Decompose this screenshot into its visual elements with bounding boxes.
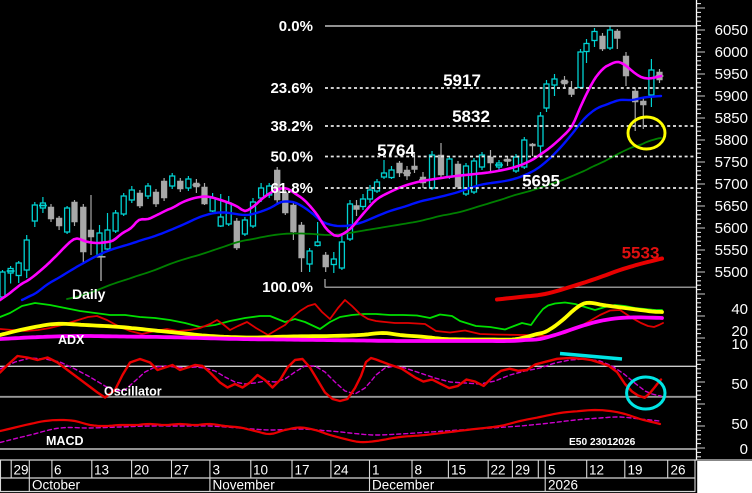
svg-text:5700: 5700 [715,176,748,193]
svg-text:22: 22 [491,463,506,478]
svg-text:6: 6 [54,463,62,478]
svg-text:0.0%: 0.0% [279,18,313,35]
svg-text:November: November [213,478,276,493]
svg-text:E50 23012026: E50 23012026 [569,437,636,448]
svg-text:2026: 2026 [548,478,578,493]
svg-text:5832: 5832 [452,107,490,126]
svg-text:1: 1 [372,463,380,478]
svg-text:5764: 5764 [377,141,415,160]
svg-text:3: 3 [213,463,221,478]
svg-text:61.8%: 61.8% [270,180,313,197]
svg-text:40: 40 [731,301,748,318]
svg-text:12: 12 [589,463,604,478]
svg-text:5900: 5900 [715,88,748,105]
svg-text:23.6%: 23.6% [270,80,313,97]
svg-text:50: 50 [731,376,748,393]
svg-text:50: 50 [731,416,748,433]
svg-text:5750: 5750 [715,154,748,171]
svg-text:5950: 5950 [715,66,748,83]
svg-text:27: 27 [174,463,189,478]
svg-text:15: 15 [451,463,466,478]
svg-text:5800: 5800 [715,132,748,149]
svg-text:MACD: MACD [46,434,84,448]
svg-text:5: 5 [548,463,556,478]
svg-text:19: 19 [628,463,643,478]
svg-text:5917: 5917 [443,71,481,90]
svg-text:24: 24 [334,463,350,478]
svg-text:20: 20 [731,323,748,340]
svg-text:5695: 5695 [522,172,560,191]
svg-text:38.2%: 38.2% [270,118,313,135]
svg-text:6050: 6050 [715,22,748,39]
svg-text:5550: 5550 [715,242,748,259]
svg-text:ADX: ADX [58,333,85,347]
svg-text:Daily: Daily [72,286,106,302]
svg-text:5500: 5500 [715,264,748,281]
svg-text:0: 0 [740,441,748,458]
svg-text:20: 20 [134,463,149,478]
svg-text:8: 8 [415,463,423,478]
svg-text:10: 10 [253,463,268,478]
svg-text:17: 17 [295,463,310,478]
svg-text:5600: 5600 [715,220,748,237]
svg-text:26: 26 [671,463,686,478]
svg-text:October: October [32,478,81,493]
svg-text:13: 13 [94,463,109,478]
svg-text:29: 29 [515,463,530,478]
svg-text:5533: 5533 [622,244,660,263]
svg-text:6000: 6000 [715,44,748,61]
svg-text:5650: 5650 [715,198,748,215]
svg-text:100.0%: 100.0% [262,279,313,296]
svg-text:5850: 5850 [715,110,748,127]
svg-text:50.0%: 50.0% [270,149,313,166]
svg-text:10: 10 [731,336,748,353]
svg-text:29: 29 [14,463,29,478]
svg-text:Oscillator: Oscillator [104,385,162,399]
svg-text:December: December [372,478,435,493]
